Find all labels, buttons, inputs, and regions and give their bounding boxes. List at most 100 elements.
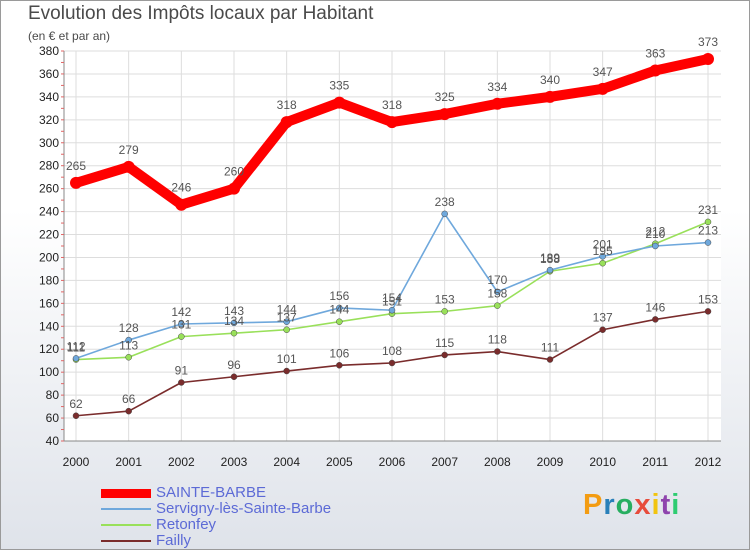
data-point — [178, 320, 185, 328]
data-point — [333, 96, 346, 109]
data-point — [388, 359, 396, 367]
chart-title: Evolution des Impôts locaux par Habitant — [28, 3, 374, 24]
brand-letter: P — [583, 489, 604, 521]
x-tick-label: 2005 — [326, 455, 353, 469]
brand-letter: r — [603, 489, 616, 521]
y-tick-label: 320 — [39, 113, 59, 127]
data-label: 188 — [540, 252, 560, 266]
x-tick-label: 2002 — [168, 455, 195, 469]
data-point — [704, 308, 712, 315]
data-label: 118 — [488, 333, 507, 347]
data-label: 213 — [698, 224, 718, 238]
data-point — [72, 355, 80, 362]
data-label: 146 — [645, 300, 665, 314]
data-point — [438, 108, 451, 121]
data-point — [125, 407, 132, 415]
data-point — [70, 176, 82, 189]
legend-item: Failly — [101, 533, 331, 549]
data-point — [283, 318, 290, 325]
brand-letter: t — [660, 489, 672, 521]
y-tick-label: 200 — [39, 250, 59, 264]
data-label: 128 — [119, 321, 139, 335]
data-label: 210 — [645, 227, 665, 241]
data-label: 62 — [69, 397, 83, 411]
data-point — [599, 253, 606, 260]
data-point — [230, 329, 238, 337]
data-point — [546, 266, 554, 274]
data-label: 153 — [435, 292, 455, 306]
x-tick-label: 2001 — [115, 455, 142, 469]
data-point — [649, 64, 662, 77]
data-label: 189 — [540, 251, 560, 265]
y-tick-label: 380 — [39, 44, 59, 58]
data-label: 106 — [329, 346, 349, 360]
data-label: 318 — [382, 98, 402, 112]
data-point — [175, 198, 188, 211]
data-label: 144 — [329, 303, 349, 317]
data-point — [546, 356, 554, 363]
legend-label: Failly — [156, 532, 192, 549]
x-tick-label: 2011 — [642, 455, 668, 469]
legend-item: Servigny-lès-Sainte-Barbe — [101, 501, 331, 517]
legend-item: SAINTE-BARBE — [101, 485, 331, 501]
data-label: 340 — [540, 73, 560, 87]
data-point — [230, 373, 238, 381]
data-point — [178, 379, 185, 386]
data-label: 111 — [541, 341, 560, 355]
data-point — [441, 351, 448, 359]
data-label: 66 — [122, 392, 136, 406]
data-label: 231 — [698, 203, 718, 217]
data-label: 318 — [277, 98, 297, 112]
brand-letter: o — [615, 489, 635, 521]
data-label: 151 — [382, 295, 402, 309]
y-tick-label: 60 — [46, 411, 60, 425]
data-point — [72, 412, 80, 420]
legend: SAINTE-BARBE Servigny-lès-Sainte-Barbe Ret… — [101, 485, 331, 549]
data-label: 201 — [593, 237, 613, 251]
x-tick-label: 2010 — [589, 455, 616, 469]
y-tick-label: 80 — [46, 388, 60, 402]
x-tick-label: 2012 — [695, 455, 722, 469]
y-tick-label: 100 — [39, 365, 59, 379]
data-point — [494, 302, 501, 309]
x-tick-label: 2009 — [537, 455, 564, 469]
data-point — [704, 239, 712, 246]
data-point — [230, 319, 238, 327]
y-tick-label: 360 — [39, 67, 59, 81]
data-label: 158 — [487, 287, 507, 301]
data-label: 260 — [224, 165, 244, 179]
x-tick-label: 2004 — [273, 455, 300, 469]
data-point — [702, 53, 714, 66]
legend-label: Retonfey — [156, 516, 217, 533]
data-point — [544, 90, 556, 103]
legend-swatch — [101, 508, 151, 510]
data-point — [283, 367, 290, 375]
y-tick-label: 300 — [39, 136, 59, 150]
legend-item: Retonfey — [101, 517, 331, 533]
data-point — [596, 82, 609, 95]
x-tick-label: 2000 — [63, 455, 90, 469]
y-tick-label: 160 — [39, 296, 59, 310]
data-point — [178, 333, 185, 340]
brand-letter: i — [651, 489, 661, 521]
data-label: 373 — [698, 35, 718, 49]
data-label: 96 — [227, 358, 241, 372]
data-point — [125, 336, 132, 344]
data-point — [599, 326, 606, 333]
data-label: 325 — [435, 90, 455, 104]
legend-label: Servigny-lès-Sainte-Barbe — [156, 500, 332, 517]
data-label: 108 — [382, 344, 402, 358]
data-point — [704, 218, 712, 226]
data-label: 246 — [171, 181, 191, 195]
legend-swatch — [101, 524, 151, 526]
data-point — [494, 288, 501, 296]
data-label: 212 — [645, 225, 665, 239]
data-label: 91 — [175, 364, 189, 378]
brand-letter: i — [671, 489, 681, 521]
data-label: 134 — [224, 314, 244, 328]
y-tick-label: 180 — [39, 273, 59, 287]
legend-swatch — [101, 540, 151, 542]
data-label: 142 — [171, 305, 191, 319]
